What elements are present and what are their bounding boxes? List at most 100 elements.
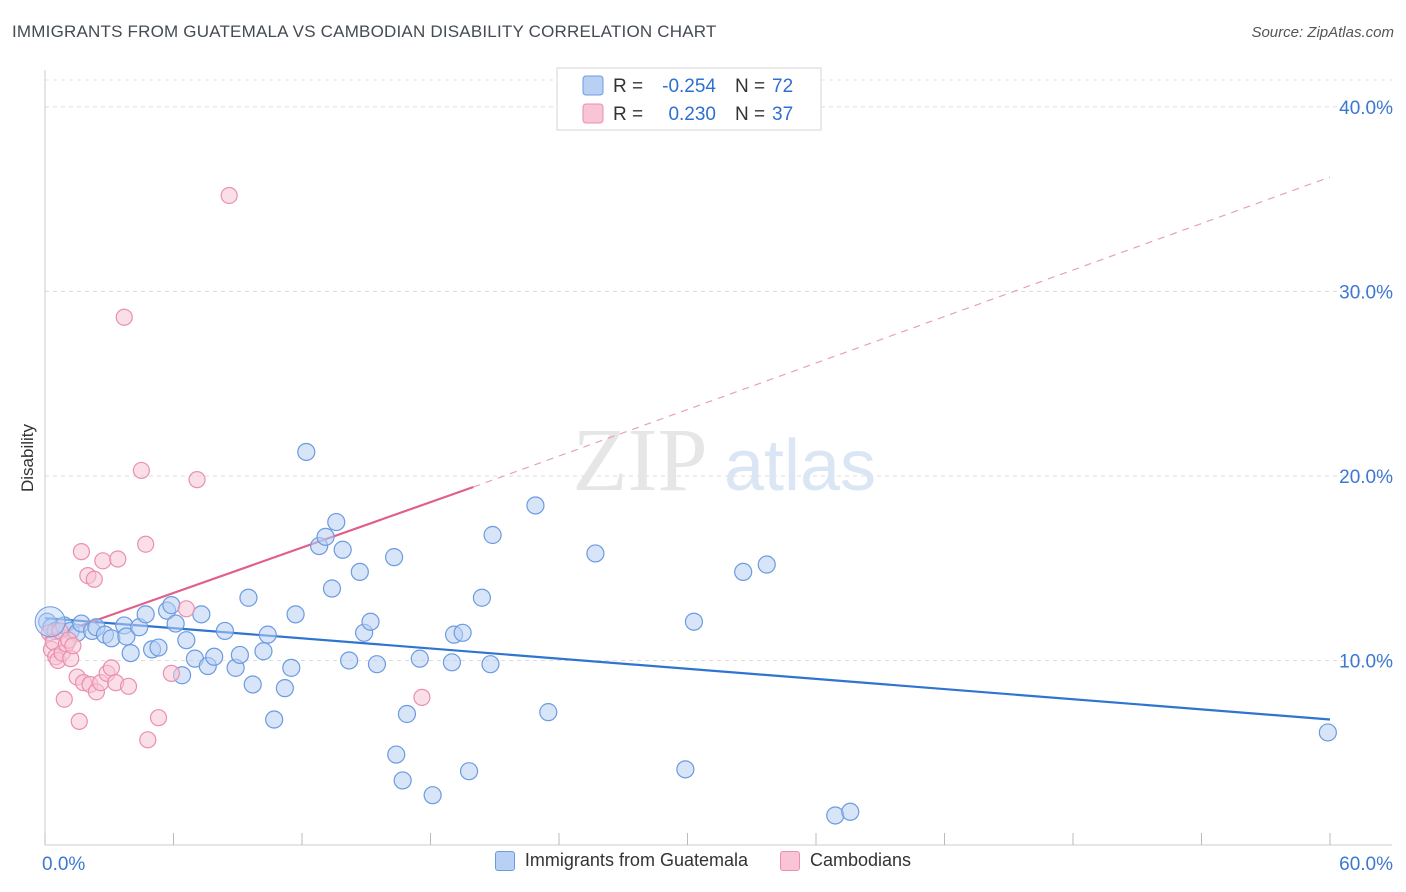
point-cambodians-26 xyxy=(115,308,133,326)
point-guatemala-65 xyxy=(676,760,695,779)
point-guatemala-68 xyxy=(757,555,776,574)
point-guatemala-63 xyxy=(539,703,558,722)
point-guatemala-61 xyxy=(483,525,502,545)
point-cambodians-23 xyxy=(102,659,120,677)
axes xyxy=(44,70,1392,846)
point-guatemala-59 xyxy=(472,588,491,607)
point-guatemala-42 xyxy=(327,512,346,532)
stats-r-value-2: 0.230 xyxy=(668,104,716,125)
point-guatemala-60 xyxy=(481,655,500,674)
point-guatemala-37 xyxy=(286,605,305,624)
point-cambodians-11 xyxy=(64,637,82,655)
point-cambodians-30 xyxy=(139,731,157,749)
point-cambodians-35 xyxy=(220,186,238,205)
legend-swatch-guatemala-bottom xyxy=(494,850,515,871)
point-guatemala-33 xyxy=(258,625,277,644)
series-legend: Immigrants from Guatemala Cambodians xyxy=(0,850,1406,871)
y-tick-label-1: 20.0% xyxy=(1339,467,1393,488)
point-guatemala-67 xyxy=(734,562,753,582)
point-guatemala-26 xyxy=(205,647,224,666)
stats-r-label-2: R = xyxy=(613,104,643,125)
point-guatemala-50 xyxy=(387,745,406,764)
point-guatemala-70 xyxy=(841,802,860,821)
point-guatemala-27 xyxy=(215,621,234,641)
point-guatemala-36 xyxy=(282,658,301,677)
watermark-atlas: atlas xyxy=(724,426,876,506)
point-cambodians-25 xyxy=(109,550,127,568)
point-cambodians-14 xyxy=(72,543,91,561)
point-guatemala-71 xyxy=(1318,723,1337,742)
point-guatemala-30 xyxy=(239,588,258,607)
point-guatemala-22 xyxy=(177,631,196,650)
x-tick-label-0: 0.0% xyxy=(42,854,85,875)
point-guatemala-24 xyxy=(192,605,211,624)
point-guatemala-17 xyxy=(149,638,168,657)
trend-line-cambodians xyxy=(44,485,474,640)
legend-item-guatemala: Immigrants from Guatemala xyxy=(494,850,748,871)
point-guatemala-55 xyxy=(442,653,462,672)
point-guatemala-15 xyxy=(136,605,155,624)
point-cambodians-13 xyxy=(70,712,88,730)
point-guatemala-58 xyxy=(459,762,479,781)
stats-r-label-1: R = xyxy=(613,76,643,97)
point-guatemala-62 xyxy=(526,496,545,515)
y-tick-label-3: 40.0% xyxy=(1339,98,1393,119)
point-guatemala-12 xyxy=(117,627,136,646)
point-cambodians-28 xyxy=(132,461,150,480)
tick-labels: 10.0% 20.0% 30.0% 40.0% 0.0% 60.0% xyxy=(42,98,1393,875)
point-guatemala-cluster xyxy=(34,606,66,638)
point-guatemala-20 xyxy=(166,614,185,633)
point-guatemala-54 xyxy=(423,786,442,805)
legend-label-guatemala: Immigrants from Guatemala xyxy=(524,850,748,870)
point-cambodians-31 xyxy=(149,709,168,727)
point-guatemala-40 xyxy=(316,527,335,546)
point-guatemala-29 xyxy=(230,645,249,665)
y-tick-label-2: 30.0% xyxy=(1339,282,1393,303)
point-cambodians-36 xyxy=(413,688,431,706)
point-guatemala-38 xyxy=(297,442,316,462)
point-cambodians-18 xyxy=(85,570,103,588)
legend-item-cambodians: Cambodians xyxy=(780,850,911,871)
point-guatemala-41 xyxy=(322,579,342,598)
point-guatemala-57 xyxy=(453,623,472,642)
point-cambodians-27 xyxy=(119,677,138,695)
point-cambodians-29 xyxy=(137,535,155,553)
point-guatemala-43 xyxy=(333,540,352,559)
stats-r-value-1: -0.254 xyxy=(662,76,716,97)
stats-n-label-2: N = xyxy=(735,104,765,125)
stats-n-label-1: N = xyxy=(735,76,765,97)
point-guatemala-19 xyxy=(162,596,181,615)
point-guatemala-53 xyxy=(410,649,429,668)
y-axis-label: Disability xyxy=(18,423,37,492)
point-cambodians-34 xyxy=(188,471,206,489)
legend-swatch-cambodians-bottom xyxy=(780,850,800,871)
point-guatemala-45 xyxy=(350,562,369,582)
point-guatemala-35 xyxy=(275,679,294,698)
grid-lines xyxy=(45,79,1392,661)
stats-n-value-1: 72 xyxy=(772,76,793,97)
point-cambodians-33 xyxy=(177,600,195,618)
point-guatemala-47 xyxy=(361,612,380,631)
x-tick-label-1: 60.0% xyxy=(1339,854,1393,875)
trend-line-cambodians-extension xyxy=(473,176,1331,488)
point-guatemala-10 xyxy=(102,629,121,648)
stats-legend: R = -0.254 N = 72 R = 0.230 N = 37 xyxy=(556,67,822,131)
point-guatemala-66 xyxy=(684,612,704,631)
point-guatemala-48 xyxy=(367,655,387,674)
watermark: ZIP atlas xyxy=(573,411,877,510)
legend-swatch-cambodians xyxy=(582,103,604,124)
point-guatemala-13 xyxy=(121,643,140,663)
point-guatemala-51 xyxy=(393,771,412,790)
point-guatemala-32 xyxy=(254,642,273,661)
point-guatemala-34 xyxy=(265,710,284,729)
point-cambodians-32 xyxy=(162,664,180,682)
point-cambodians-21 xyxy=(94,552,112,570)
point-guatemala-69 xyxy=(826,806,845,825)
y-tick-label-0: 10.0% xyxy=(1339,651,1393,672)
point-guatemala-44 xyxy=(340,651,359,670)
stats-n-value-2: 37 xyxy=(772,104,793,125)
watermark-zip: ZIP xyxy=(573,411,708,510)
legend-label-cambodians: Cambodians xyxy=(810,850,912,870)
chart-source: Source: ZipAtlas.com xyxy=(1251,24,1394,41)
